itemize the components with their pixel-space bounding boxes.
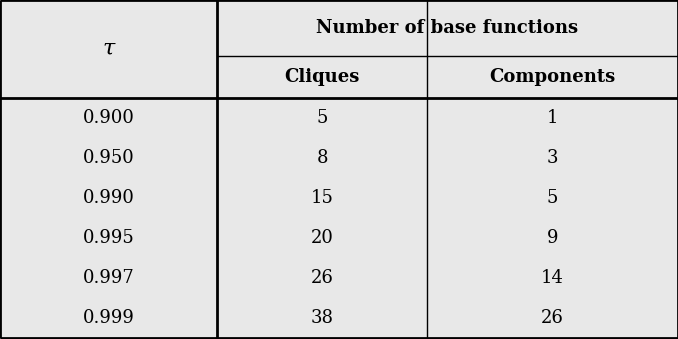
Text: 8: 8 [317, 149, 327, 167]
Text: 3: 3 [547, 149, 558, 167]
Text: 0.950: 0.950 [83, 149, 134, 167]
Text: 1: 1 [547, 109, 558, 127]
Text: 0.995: 0.995 [83, 229, 134, 247]
Text: Number of base functions: Number of base functions [317, 19, 578, 37]
Text: 20: 20 [311, 229, 334, 247]
Text: 0.900: 0.900 [83, 109, 134, 127]
Text: 9: 9 [547, 229, 558, 247]
Text: Cliques: Cliques [284, 68, 360, 86]
Text: 5: 5 [317, 109, 327, 127]
Text: 14: 14 [541, 269, 564, 287]
Text: 26: 26 [541, 309, 564, 327]
Text: 5: 5 [547, 189, 558, 207]
Text: τ: τ [102, 38, 115, 60]
Text: 15: 15 [311, 189, 334, 207]
Text: 0.990: 0.990 [83, 189, 134, 207]
Text: Components: Components [490, 68, 616, 86]
Text: 26: 26 [311, 269, 334, 287]
Text: 0.997: 0.997 [83, 269, 134, 287]
Text: 38: 38 [311, 309, 334, 327]
Text: 0.999: 0.999 [83, 309, 134, 327]
